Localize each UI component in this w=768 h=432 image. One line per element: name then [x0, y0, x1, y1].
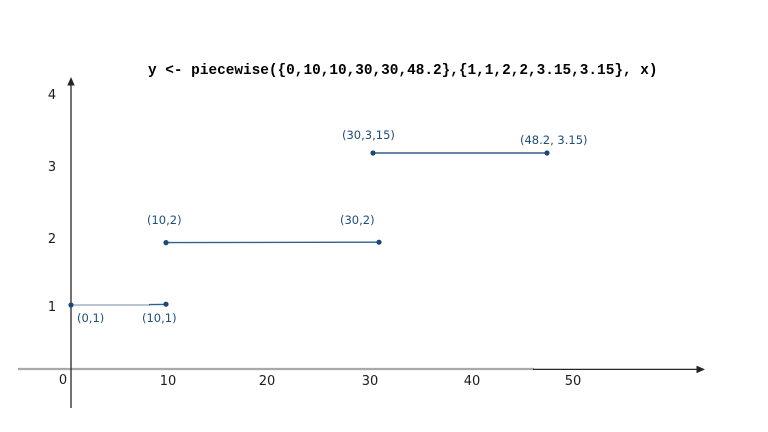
point-label-0-1: (0,1)	[77, 311, 104, 325]
x-tick-label-10: 10	[160, 374, 177, 389]
series-segment-2: (10,2) (30,2)	[147, 213, 382, 246]
x-tick-label-50: 50	[565, 374, 582, 389]
x-axis-arrow-icon	[696, 365, 705, 374]
y-tick-label-3: 3	[48, 160, 56, 175]
point-label-482-315: (48.2, 3.15)	[520, 133, 588, 147]
point-label-30-315: (30,3,15)	[342, 128, 395, 142]
x-tick-label-30: 30	[362, 374, 379, 389]
data-point-482-315	[544, 150, 550, 156]
data-point-30-2	[376, 239, 382, 245]
point-label-10-2: (10,2)	[147, 213, 182, 227]
y-tick-label-1: 1	[48, 300, 56, 315]
x-tick-label-40: 40	[464, 374, 481, 389]
y-tick-label-2: 2	[48, 232, 56, 247]
y-axis-arrow-icon	[67, 77, 75, 86]
data-point-30-315	[370, 150, 376, 156]
point-label-30-2: (30,2)	[340, 213, 375, 227]
x-tick-label-20: 20	[259, 374, 276, 389]
x-tick-label-0: 0	[59, 373, 67, 388]
data-point-0-1	[68, 302, 74, 308]
point-label-10-1: (10,1)	[142, 311, 177, 325]
series-segment-3: (30,3,15) (48.2, 3.15)	[342, 128, 588, 156]
y-tick-label-4: 4	[48, 88, 56, 103]
chart-title: y <- piecewise({0,10,10,30,30,48.2},{1,1…	[148, 63, 658, 79]
series-segment-1: (0,1) (10,1)	[68, 301, 177, 325]
data-point-10-2	[163, 240, 169, 246]
data-point-10-1	[163, 301, 169, 307]
